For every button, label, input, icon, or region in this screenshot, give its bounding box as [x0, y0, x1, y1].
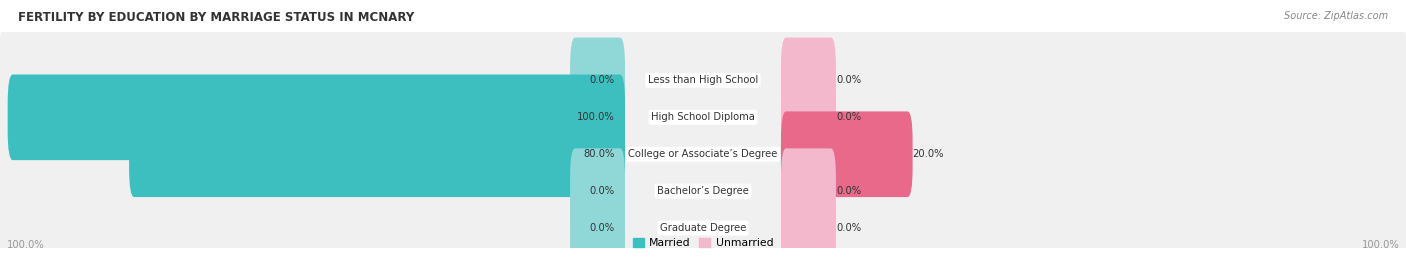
Text: 100.0%: 100.0% — [7, 240, 44, 250]
FancyBboxPatch shape — [569, 148, 626, 234]
Text: 0.0%: 0.0% — [589, 75, 614, 85]
Text: Bachelor’s Degree: Bachelor’s Degree — [657, 186, 749, 196]
FancyBboxPatch shape — [129, 112, 626, 197]
Text: Source: ZipAtlas.com: Source: ZipAtlas.com — [1284, 11, 1388, 21]
FancyBboxPatch shape — [780, 38, 837, 123]
Text: 0.0%: 0.0% — [837, 112, 860, 122]
Text: 0.0%: 0.0% — [589, 186, 614, 196]
FancyBboxPatch shape — [569, 38, 626, 123]
Text: 0.0%: 0.0% — [837, 75, 860, 85]
Text: College or Associate’s Degree: College or Associate’s Degree — [628, 149, 778, 159]
Text: 20.0%: 20.0% — [912, 149, 943, 159]
Text: FERTILITY BY EDUCATION BY MARRIAGE STATUS IN MCNARY: FERTILITY BY EDUCATION BY MARRIAGE STATU… — [18, 11, 415, 24]
FancyBboxPatch shape — [569, 185, 626, 270]
FancyBboxPatch shape — [780, 75, 837, 160]
FancyBboxPatch shape — [780, 185, 837, 270]
Text: High School Diploma: High School Diploma — [651, 112, 755, 122]
Text: 0.0%: 0.0% — [837, 186, 860, 196]
Text: 100.0%: 100.0% — [576, 112, 614, 122]
Text: 0.0%: 0.0% — [837, 223, 860, 233]
FancyBboxPatch shape — [780, 112, 912, 197]
FancyBboxPatch shape — [7, 75, 626, 160]
Text: 100.0%: 100.0% — [1362, 240, 1399, 250]
Text: Graduate Degree: Graduate Degree — [659, 223, 747, 233]
FancyBboxPatch shape — [0, 21, 1406, 140]
Legend: Married, Unmarried: Married, Unmarried — [628, 234, 778, 253]
FancyBboxPatch shape — [0, 169, 1406, 270]
Text: Less than High School: Less than High School — [648, 75, 758, 85]
FancyBboxPatch shape — [0, 132, 1406, 250]
FancyBboxPatch shape — [0, 95, 1406, 213]
FancyBboxPatch shape — [780, 148, 837, 234]
Text: 80.0%: 80.0% — [583, 149, 614, 159]
FancyBboxPatch shape — [0, 58, 1406, 176]
Text: 0.0%: 0.0% — [589, 223, 614, 233]
